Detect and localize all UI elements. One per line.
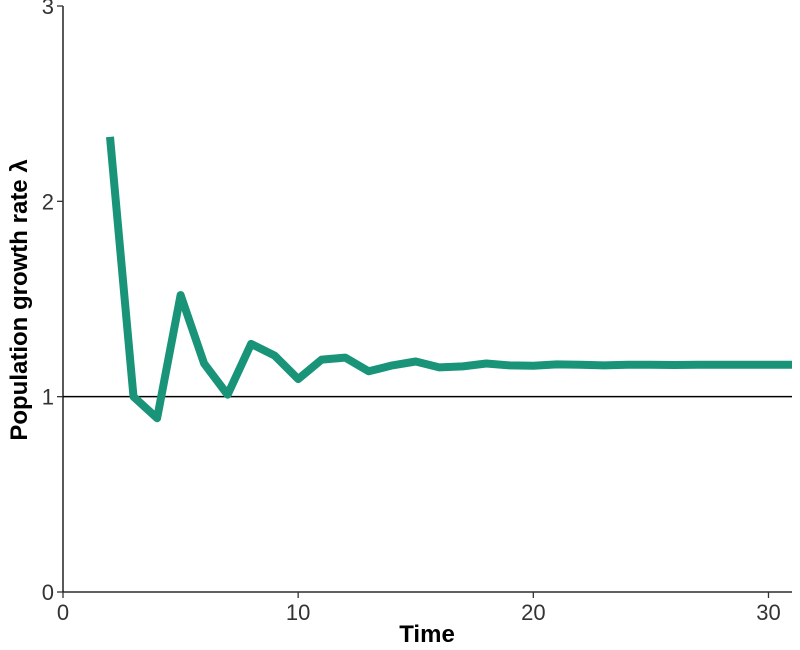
x-tick-label: 10 xyxy=(286,600,310,625)
y-tick-label: 3 xyxy=(42,0,54,19)
ticks: 0 10 20 30 0 1 2 3 xyxy=(42,0,781,625)
y-tick-label: 0 xyxy=(42,580,54,605)
axes xyxy=(62,6,792,593)
x-tick-label: 30 xyxy=(756,600,780,625)
y-tick-label: 2 xyxy=(42,189,54,214)
y-tick-label: 1 xyxy=(42,385,54,410)
y-axis-title: Population growth rate λ xyxy=(6,159,33,440)
plot-area xyxy=(63,136,792,423)
series-line xyxy=(106,136,792,423)
x-tick-label: 20 xyxy=(521,600,545,625)
x-tick-label: 0 xyxy=(57,600,69,625)
x-axis-title: Time xyxy=(399,621,455,648)
